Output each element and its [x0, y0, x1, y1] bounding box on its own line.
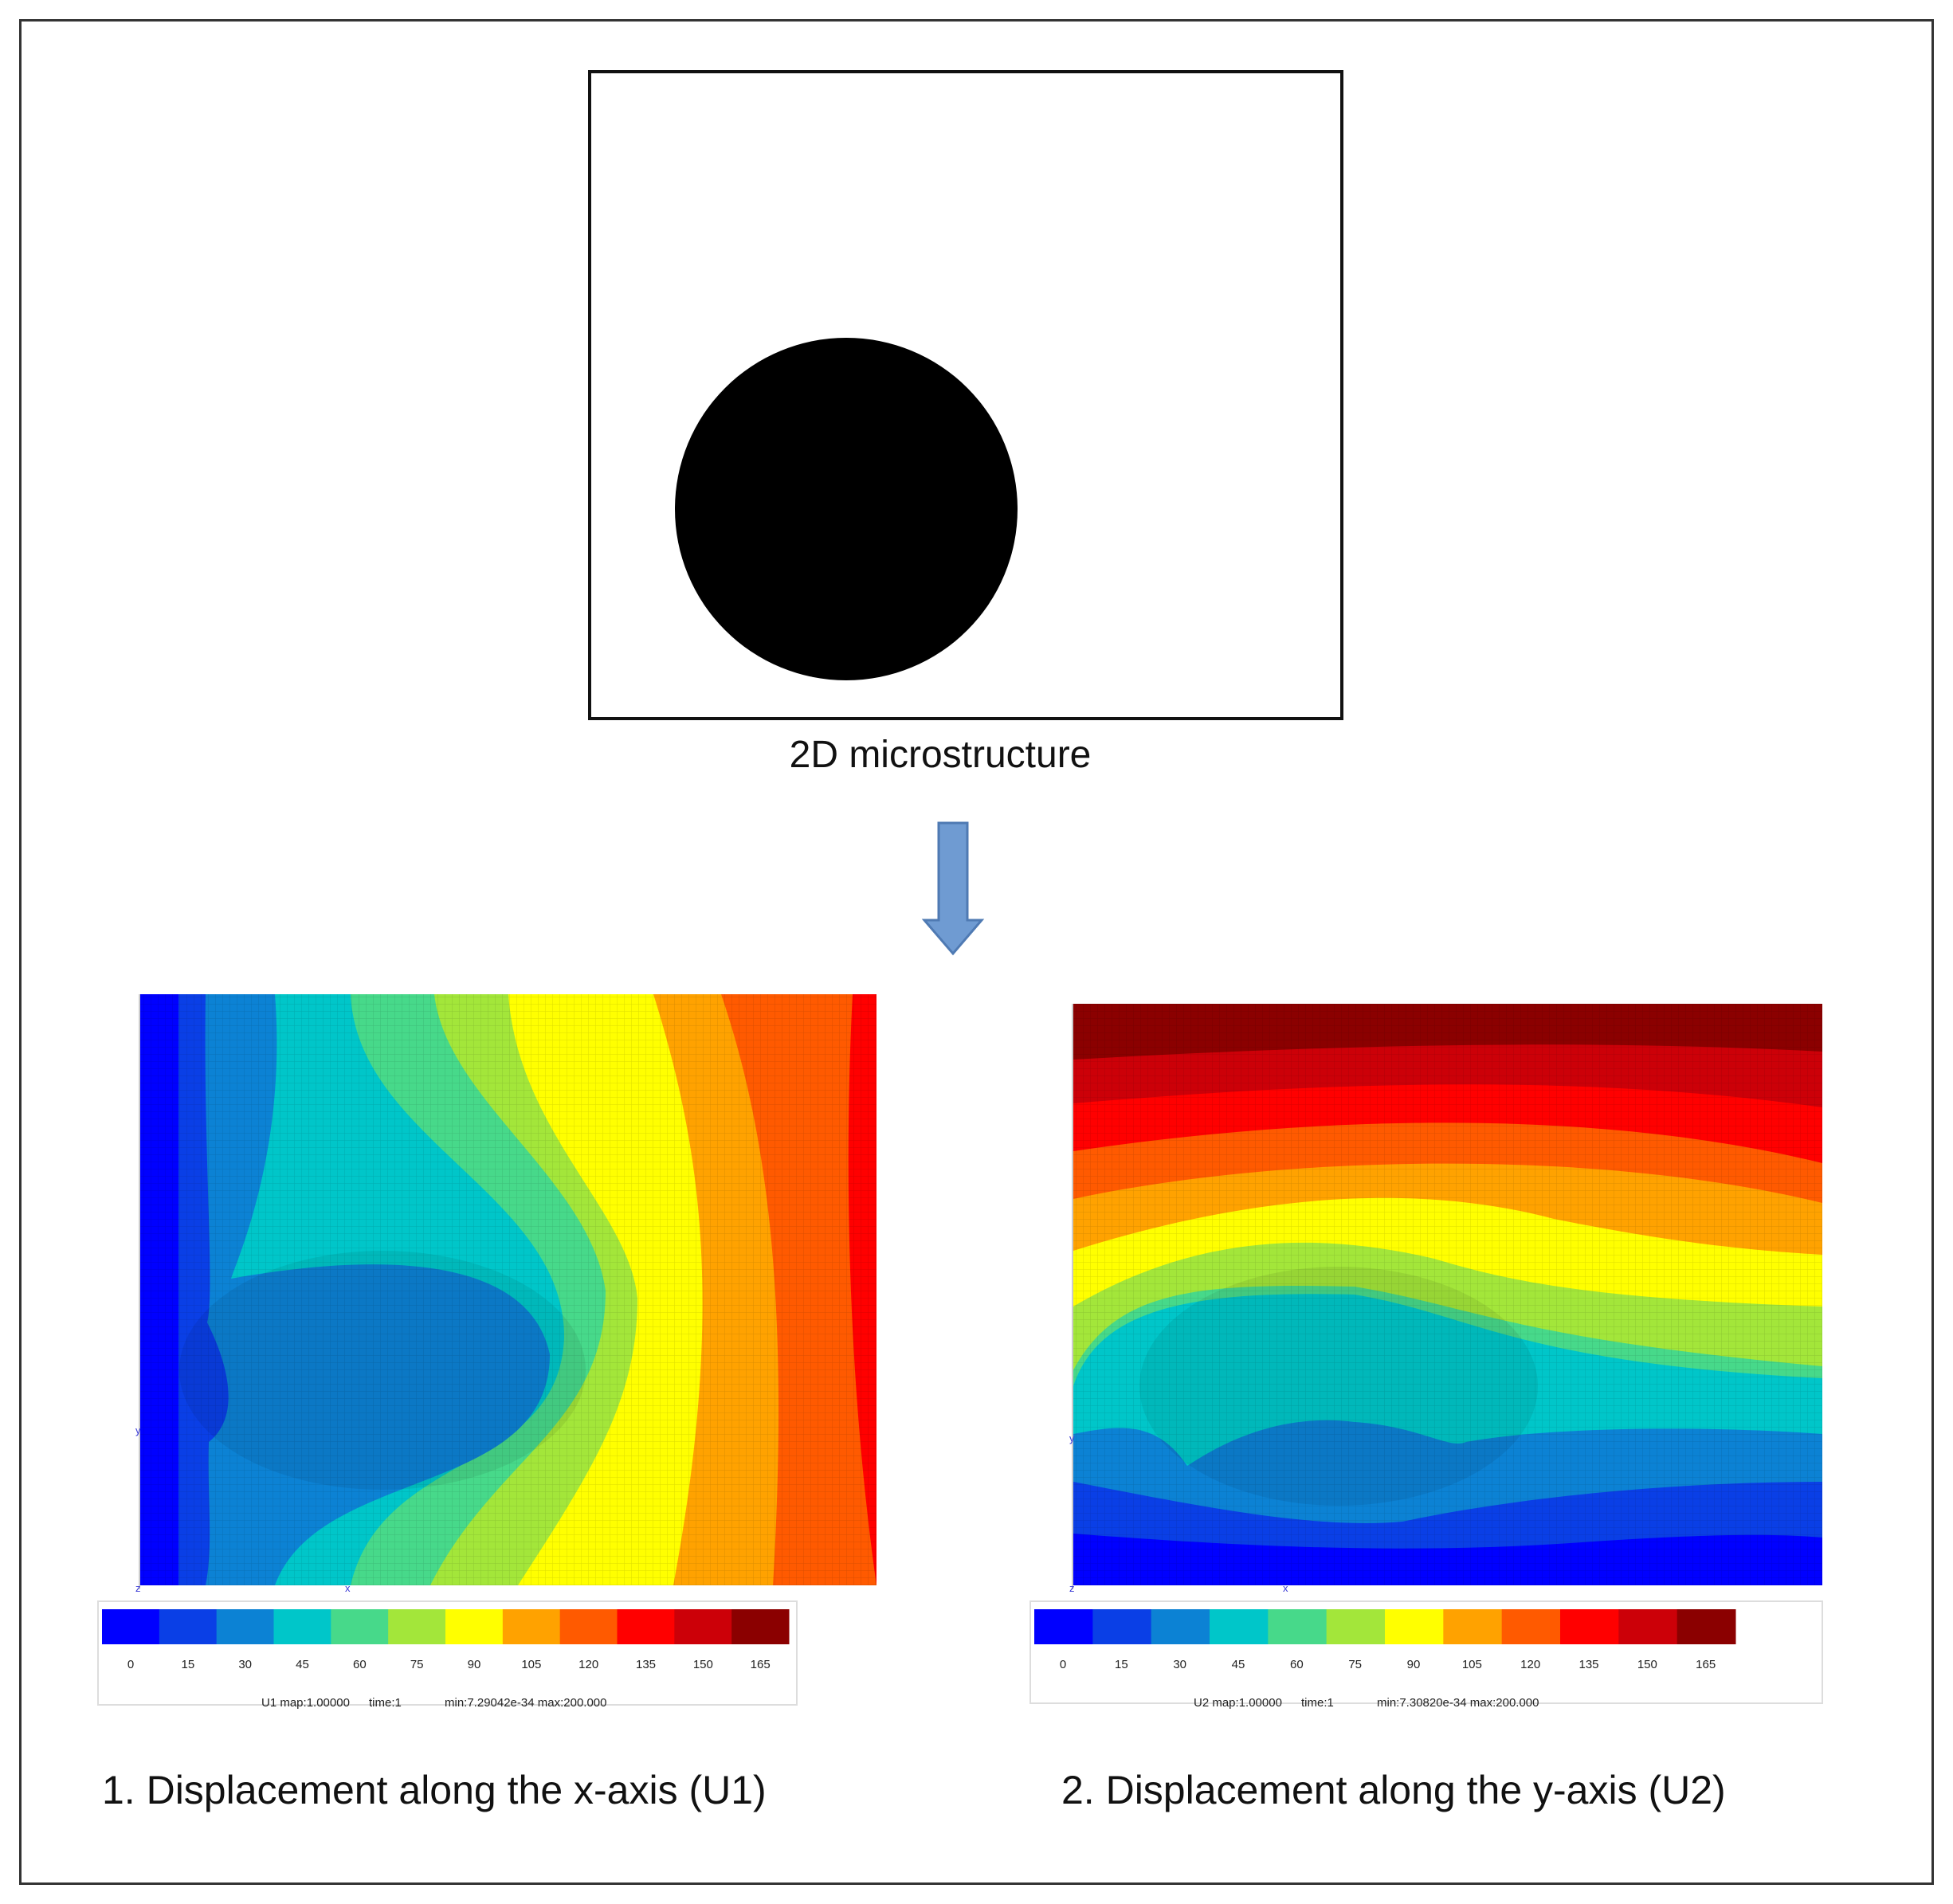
u1-legend-tick: 135: [636, 1658, 656, 1671]
u2-legend-swatch: [1501, 1609, 1561, 1644]
u2-legend-variable: U2 map:1.00000: [1194, 1696, 1282, 1710]
u1-legend-tick: 60: [353, 1658, 367, 1671]
u2-legend-swatch: [1677, 1609, 1736, 1644]
u1-legend-variable: U1 map:1.00000: [261, 1696, 350, 1710]
u1-legend-tick: 165: [751, 1658, 771, 1671]
u1-axis-z-label: z: [135, 1582, 141, 1594]
u1-legend-swatch: [559, 1609, 618, 1644]
u2-legend-time: time:1: [1301, 1696, 1334, 1710]
u2-legend-swatch: [1268, 1609, 1327, 1644]
u1-caption: 1. Displacement along the x-axis (U1): [102, 1768, 767, 1812]
u2-legend-tick: 30: [1173, 1658, 1186, 1671]
u2-legend-tick: 15: [1115, 1658, 1128, 1671]
u1-legend-tick: 15: [181, 1658, 194, 1671]
u1-legend-swatch: [159, 1609, 218, 1644]
u2-legend-swatch: [1151, 1609, 1210, 1644]
u2-legend-range: min:7.30820e-34 max:200.000: [1377, 1696, 1539, 1710]
u2-legend-tick: 135: [1578, 1658, 1598, 1671]
u2-legend-swatch: [1560, 1609, 1619, 1644]
u1-legend-tick: 90: [468, 1658, 481, 1671]
u1-mesh: [140, 994, 876, 1585]
u2-axis-x-label: x: [1283, 1582, 1288, 1594]
u2-legend-tick: 150: [1637, 1658, 1657, 1671]
inclusion-circle: [675, 338, 1018, 680]
u2-axis-z-label: z: [1069, 1582, 1075, 1594]
u2-legend-swatch: [1385, 1609, 1444, 1644]
figure-frame: [19, 19, 1934, 1885]
u1-axis-x-label: x: [345, 1582, 351, 1594]
u2-legend-swatch: [1443, 1609, 1503, 1644]
u1-legend-tick: 0: [127, 1658, 134, 1671]
u1-legend-swatch: [102, 1609, 160, 1644]
down-arrow: [921, 821, 985, 956]
u1-legend-tick: 120: [578, 1658, 598, 1671]
u1-legend-tick: 75: [410, 1658, 424, 1671]
u1-legend-tick: 45: [296, 1658, 309, 1671]
u2-legend-tick: 105: [1462, 1658, 1482, 1671]
u1-legend-swatch: [502, 1609, 561, 1644]
u1-legend-swatch: [331, 1609, 389, 1644]
u1-legend-swatch: [674, 1609, 732, 1644]
u1-legend-swatch: [617, 1609, 675, 1644]
u2-mesh: [1073, 1004, 1822, 1585]
u2-legend-tick: 165: [1696, 1658, 1716, 1671]
u2-legend-tick: 120: [1520, 1658, 1540, 1671]
u2-legend-tick: 90: [1407, 1658, 1421, 1671]
u1-legend-swatch: [216, 1609, 274, 1644]
u1-legend-swatch: [388, 1609, 446, 1644]
u2-legend-swatch: [1210, 1609, 1269, 1644]
u1-legend-tick: 150: [693, 1658, 713, 1671]
u2-legend-swatch: [1034, 1609, 1093, 1644]
u1-contour-map: [139, 994, 876, 1589]
u2-axis-y-label: y: [1069, 1432, 1075, 1444]
u1-legend: 0 15 30 45 60 75 90 105 120 135 150 165 U1 map:1.000…: [97, 1600, 798, 1710]
u2-legend-tick: 0: [1060, 1658, 1066, 1671]
u2-legend-tick: 45: [1232, 1658, 1245, 1671]
u1-legend-time: time:1: [369, 1696, 402, 1710]
u2-legend: 0 15 30 45 60 75 90 105 120 135 150 165 U2 map:1.000…: [1029, 1600, 1823, 1710]
u1-axis-y-label: y: [135, 1424, 141, 1436]
u2-legend-swatch: [1618, 1609, 1678, 1644]
u2-legend-swatch: [1326, 1609, 1386, 1644]
u2-legend-tick: 75: [1348, 1658, 1362, 1671]
u1-legend-tick: 105: [521, 1658, 541, 1671]
u2-legend-swatch: [1092, 1609, 1152, 1644]
u1-legend-tick: 30: [238, 1658, 252, 1671]
u1-legend-swatch: [273, 1609, 331, 1644]
u1-legend-swatch: [731, 1609, 790, 1644]
u2-contour-map: [1072, 1004, 1822, 1589]
u2-caption: 2. Displacement along the y-axis (U2): [1061, 1768, 1726, 1812]
u2-legend-tick: 60: [1290, 1658, 1304, 1671]
u1-legend-range: min:7.29042e-34 max:200.000: [445, 1696, 606, 1710]
u1-legend-swatch: [445, 1609, 504, 1644]
microstructure-caption: 2D microstructure: [789, 734, 1092, 776]
